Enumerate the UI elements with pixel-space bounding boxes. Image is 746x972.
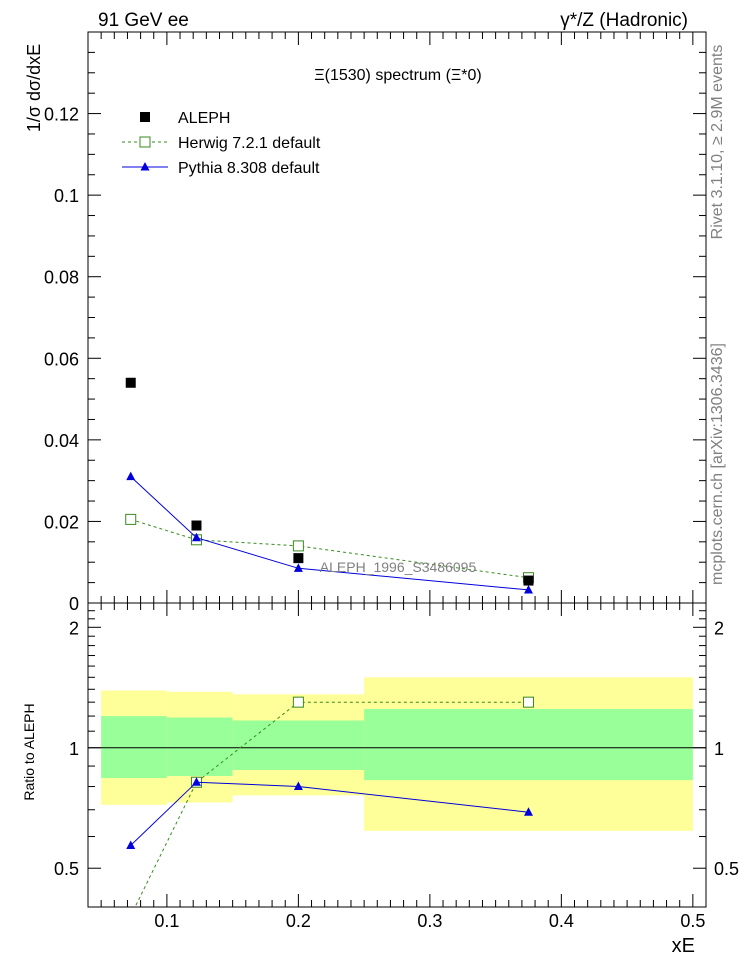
main-point-aleph <box>125 377 136 388</box>
ratio-y-tick-label-right: 2 <box>714 618 724 638</box>
ratio-point-pythia-8-308-default <box>126 840 136 849</box>
ratio-y-axis-label: Ratio to ALEPH <box>21 703 37 800</box>
main-point-pythia-8-308-default <box>523 584 533 594</box>
ratio-point-herwig-7-2-1-default <box>522 696 534 708</box>
main-y-axis-label: 1/σ dσ/dxE <box>24 44 44 132</box>
main-y-tick-label: 0.12 <box>44 105 79 125</box>
legend-marker-pythia-8-308-default <box>140 162 150 171</box>
ratio-frame <box>87 602 707 908</box>
ratio-y-tick-label: 1 <box>69 739 79 759</box>
x-axis-label: xE <box>672 935 695 957</box>
main-y-tick-label: 0.02 <box>44 512 79 532</box>
x-tick-label: 0.2 <box>286 911 311 931</box>
main-title-text: Ξ(1530) spectrum (Ξ*0) <box>314 67 482 84</box>
ratio-y-tick-label-right: 0.5 <box>714 859 739 879</box>
x-tick-label: 0.4 <box>549 911 574 931</box>
main-point-herwig-7-2-1-default <box>292 540 304 552</box>
ratio-bands <box>101 677 693 831</box>
ratio-series-line-pythia-8-308-default <box>130 781 529 846</box>
legend-label-pythia-8-308-default: Pythia 8.308 default <box>178 160 320 177</box>
main-point-aleph <box>191 520 202 531</box>
main-point-aleph <box>293 553 304 564</box>
uncertainty-band-green <box>166 717 233 776</box>
main-y-tick-label: 0 <box>69 594 79 614</box>
header-left: 91 GeV ee <box>98 10 189 31</box>
ratio-series-line-herwig-7-2-1-default <box>134 701 529 907</box>
main-series-line-pythia-8-308-default <box>130 476 529 591</box>
ratio-series <box>126 696 534 907</box>
rivet-version-label: Rivet 3.1.10, ≥ 2.9M events <box>709 45 726 240</box>
ratio-panel: 0.1 0.2 0.3 0.4 0.5 0.5 0.5 1 1 2 2 Ratio to ALEPH <box>21 602 739 931</box>
ratio-point-herwig-7-2-1-default <box>292 696 304 708</box>
main-title: Ξ(1530) spectrum (Ξ*0) <box>314 67 482 84</box>
legend-label-herwig-7-2-1-default: Herwig 7.2.1 default <box>178 135 321 152</box>
x-tick-label: 0.3 <box>417 911 442 931</box>
x-tick-label: 0.1 <box>154 911 179 931</box>
legend-label-aleph: ALEPH <box>178 110 230 127</box>
main-y-tick-label: 0.04 <box>44 431 79 451</box>
ratio-point-pythia-8-308-default <box>293 781 303 791</box>
ratio-point-pythia-8-308-default <box>523 807 533 816</box>
main-series <box>125 377 534 594</box>
x-tick-label: 0.5 <box>680 911 705 931</box>
ratio-axes: 0.1 0.2 0.3 0.4 0.5 0.5 0.5 1 1 2 2 <box>54 602 739 931</box>
main-point-herwig-7-2-1-default <box>125 513 137 525</box>
main-point-pythia-8-308-default <box>293 563 303 572</box>
ratio-y-tick-label-right: 1 <box>714 739 724 759</box>
uncertainty-band-green <box>101 716 167 779</box>
legend: ALEPH Herwig 7.2.1 default Pythia 8.308 de… <box>122 110 321 177</box>
main-y-tick-label: 0.1 <box>54 186 79 206</box>
main-point-pythia-8-308-default <box>126 471 136 481</box>
ratio-point-pythia-8-308-default <box>191 777 201 786</box>
source-label: mcplots.cern.ch [arXiv:1306.3436] <box>709 343 726 585</box>
main-y-tick-label: 0.08 <box>44 268 79 288</box>
legend-marker-herwig-7-2-1-default <box>139 136 151 148</box>
uncertainty-band-green <box>364 708 693 781</box>
main-point-pythia-8-308-default <box>191 532 201 542</box>
ratio-y-tick-label: 2 <box>69 618 79 638</box>
uncertainty-band-green <box>232 720 365 770</box>
main-panel: 0 0.02 0.04 0.06 0.08 0.1 0.12 Ξ(1530) spectru… <box>24 31 707 614</box>
watermark-label: ALEPH_1996_S3486095 <box>320 559 477 575</box>
main-point-aleph <box>523 575 534 586</box>
legend-marker-aleph <box>140 112 150 122</box>
main-y-tick-label: 0.06 <box>44 349 79 369</box>
ratio-y-tick-label: 0.5 <box>54 859 79 879</box>
header-right: γ*/Z (Hadronic) <box>560 10 688 31</box>
